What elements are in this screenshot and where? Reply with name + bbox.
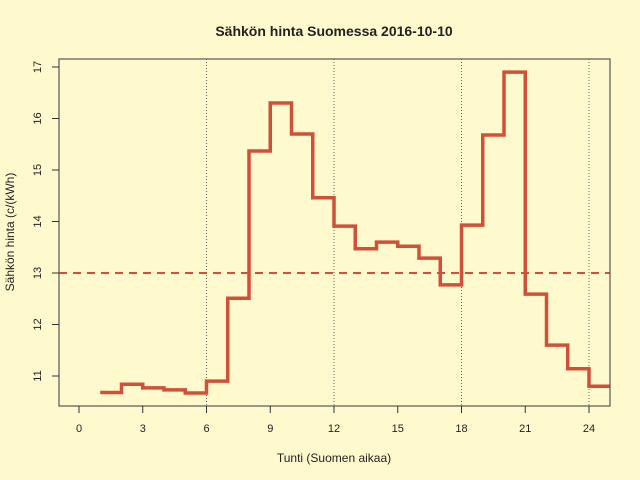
x-tick-label: 0 [76, 423, 82, 435]
y-tick-label: 13 [32, 267, 44, 279]
x-tick-label: 18 [455, 423, 467, 435]
y-axis: 11 12 13 14 15 16 17 [32, 61, 59, 382]
y-tick-label: 12 [32, 318, 44, 330]
y-tick-label: 15 [32, 164, 44, 176]
y-axis-label: Sähkön hinta (c/(kWh) [3, 173, 17, 292]
x-tick-label: 9 [267, 423, 273, 435]
x-tick-label: 15 [392, 423, 404, 435]
x-tick-label: 21 [519, 423, 531, 435]
y-tick-label: 11 [32, 370, 44, 381]
plot-area [58, 58, 611, 407]
x-tick-label: 12 [328, 423, 340, 435]
y-tick-label: 16 [32, 112, 44, 124]
price-step-line [100, 70, 611, 395]
chart-title: Sähkön hinta Suomessa 2016-10-10 [215, 23, 453, 39]
x-tick-label: 24 [583, 423, 595, 435]
y-tick-label: 14 [32, 215, 44, 227]
x-tick-label: 3 [140, 423, 146, 435]
x-axis: 0 3 6 9 12 15 18 21 24 [76, 406, 595, 435]
x-axis-label: Tunti (Suomen aikaa) [277, 451, 391, 465]
y-tick-label: 17 [32, 61, 44, 73]
x-tick-label: 6 [203, 423, 209, 435]
